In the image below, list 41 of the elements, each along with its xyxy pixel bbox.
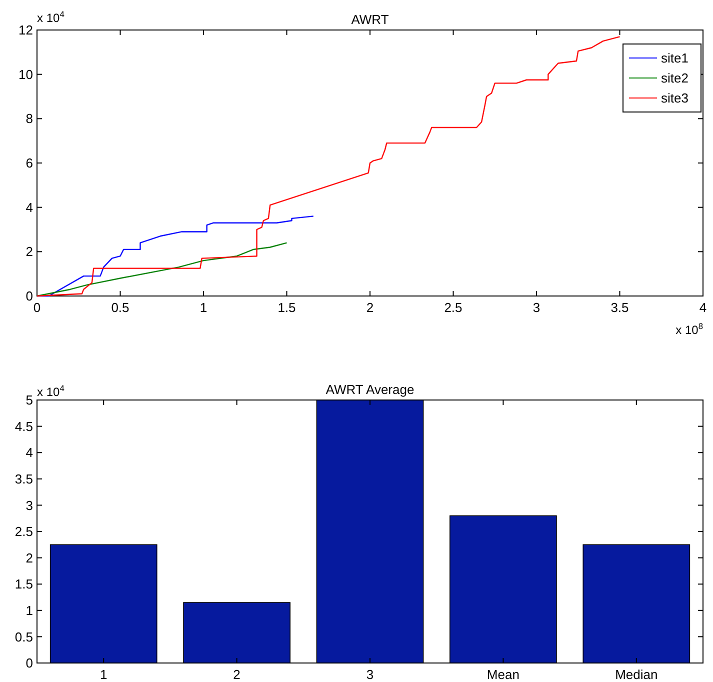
y-tick-label: 4.5	[14, 418, 33, 434]
x-tick-label: 3.5	[610, 300, 629, 315]
y-tick-label: 4	[26, 200, 33, 215]
x-tick-label: 2	[233, 667, 240, 682]
x-tick-label: 3	[532, 300, 540, 315]
y-tick-label: 1.5	[14, 576, 33, 592]
y-tick-label: 0.5	[14, 629, 33, 644]
x-tick-label: 1.5	[278, 300, 296, 315]
x-tick-label: 1	[100, 667, 108, 682]
y-tick-label: 3.5	[14, 471, 33, 486]
x-tick-label: Mean	[486, 667, 520, 682]
x-tick-label: 0.5	[111, 300, 130, 315]
text: x 10$^{4}$	[37, 383, 65, 399]
y-tick-label: 12	[18, 22, 33, 38]
y-tick-label: 1	[26, 602, 33, 618]
line-series	[36, 36, 620, 297]
y-tick-label: 3	[26, 498, 33, 513]
y-tick-label: 6	[26, 156, 33, 171]
y-tick-label: 4	[26, 445, 33, 460]
y-tick-label: 8	[26, 111, 33, 126]
y-tick-label: 10	[18, 66, 33, 82]
chart-title: AWRT Average	[326, 382, 414, 397]
text: x 10$^{8}$	[676, 321, 704, 337]
x-tick-label: 1	[200, 300, 208, 315]
x-tick-label: 2.5	[444, 300, 462, 315]
x-tick-label: 4	[699, 300, 707, 315]
y-tick-label: 0	[26, 288, 33, 304]
y-tick-label: 2	[26, 550, 33, 566]
chart-title: AWRT	[351, 12, 389, 27]
y-tick-label: 2	[26, 244, 33, 260]
x-tick-label: Median	[615, 667, 658, 682]
x-tick-label: 2	[366, 300, 374, 315]
line-series	[36, 242, 288, 297]
y-tick-label: 5	[26, 392, 33, 408]
legend-label: site1	[661, 50, 688, 66]
y-tick-label: 0	[26, 656, 33, 671]
legend-label: site2	[661, 70, 688, 86]
x-tick-label: 3	[366, 667, 374, 682]
text: x 10$^{4}$	[37, 9, 65, 25]
legend-label: site3	[661, 90, 688, 106]
y-tick-label: 2.5	[14, 524, 33, 540]
